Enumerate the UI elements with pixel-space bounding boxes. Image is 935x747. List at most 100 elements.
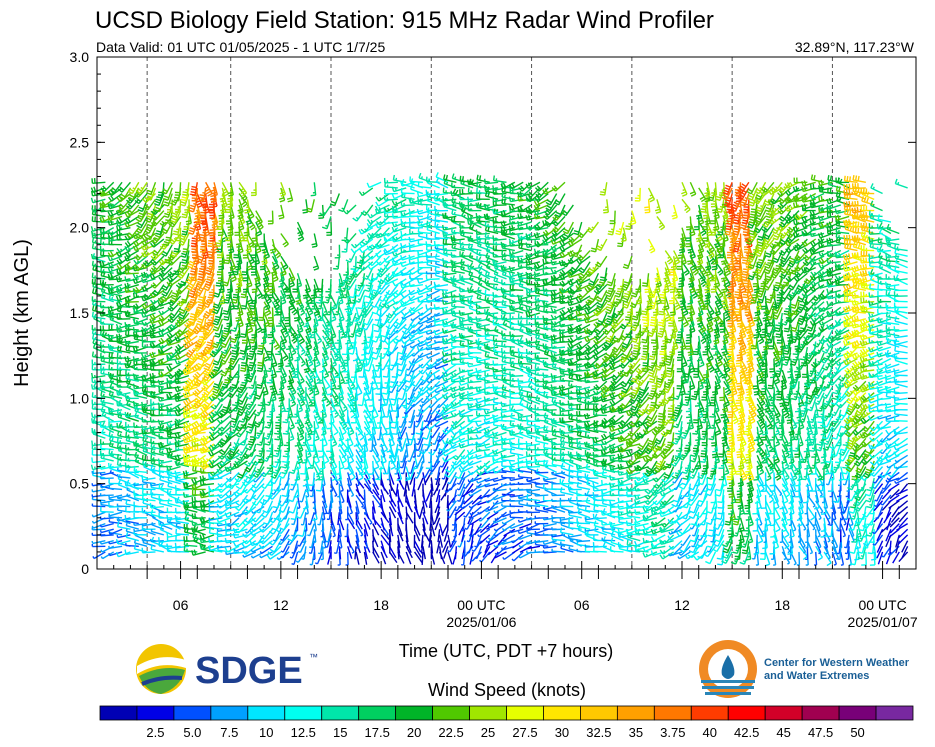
wind-barb — [268, 211, 273, 224]
wind-barb — [144, 510, 156, 518]
wind-barb — [673, 489, 682, 501]
wind-barb — [501, 412, 515, 417]
wind-barb — [625, 216, 632, 229]
wind-barb — [493, 384, 507, 389]
wind-barb — [480, 552, 490, 562]
wind-barb — [472, 495, 481, 504]
wind-barb — [209, 393, 222, 401]
wind-barb — [448, 552, 452, 564]
wind-barb — [635, 188, 640, 201]
wind-barb — [623, 273, 631, 285]
wind-barb — [618, 498, 632, 503]
wind-barb — [569, 381, 582, 387]
wind-barb — [568, 535, 581, 537]
wind-barb — [101, 546, 114, 552]
wind-barb — [587, 222, 599, 233]
wind-barb — [368, 273, 381, 282]
wind-barb — [125, 251, 139, 257]
wind-barb — [753, 376, 758, 389]
wind-barb — [420, 507, 423, 520]
wind-barb — [217, 537, 230, 542]
wind-barb — [434, 304, 448, 309]
wind-barb — [256, 444, 264, 457]
wind-barb — [510, 371, 523, 376]
wind-barb — [408, 450, 415, 462]
wind-barb — [291, 472, 298, 485]
wind-barb — [682, 199, 690, 212]
wind-barb — [644, 199, 649, 212]
wind-barb — [600, 268, 607, 281]
wind-barb — [535, 550, 548, 552]
wind-barb — [275, 410, 281, 423]
wind-barb — [440, 546, 442, 559]
wind-barb — [368, 461, 373, 474]
wind-barb — [409, 359, 423, 366]
wind-barb — [225, 526, 239, 531]
wind-barb — [428, 415, 440, 422]
wind-barb — [322, 216, 331, 228]
wind-barb — [642, 273, 648, 286]
wind-barb — [325, 279, 331, 292]
wind-barb — [452, 182, 465, 188]
wind-barb — [665, 251, 672, 265]
wind-barb — [685, 381, 690, 394]
wind-barb — [615, 222, 623, 235]
wind-barb — [519, 474, 532, 478]
wind-barb — [328, 359, 333, 373]
wind-barb — [318, 205, 323, 218]
wind-barb — [519, 509, 532, 512]
wind-barb — [510, 347, 523, 353]
wind-barb — [92, 296, 105, 301]
wind-barb — [552, 343, 565, 348]
wind-barb — [502, 475, 515, 478]
wind-barb — [438, 495, 439, 508]
wind-barb — [766, 290, 774, 303]
wind-barb — [603, 536, 615, 546]
wind-barb — [298, 524, 306, 537]
wind-barb — [92, 512, 105, 517]
wind-barb — [455, 546, 456, 559]
wind-barb — [631, 285, 640, 297]
wind-barb — [545, 462, 557, 472]
wind-barb — [338, 529, 340, 542]
wind-barb — [331, 512, 332, 525]
wind-barb — [317, 279, 323, 292]
wind-barb — [325, 302, 331, 315]
wind-barb — [649, 188, 655, 202]
wind-barb — [393, 175, 406, 182]
wind-barb — [418, 478, 423, 490]
wind-barbs — [91, 172, 907, 565]
wind-barb — [192, 550, 206, 555]
wind-barb — [494, 176, 507, 183]
wind-barb — [439, 427, 448, 438]
wind-barb — [353, 211, 365, 221]
wind-barb — [234, 222, 239, 235]
wind-barb — [485, 383, 498, 388]
wind-barb — [351, 256, 357, 269]
wind-barb — [317, 512, 322, 525]
wind-barb — [151, 417, 164, 422]
wind-barb — [390, 501, 396, 512]
wind-barb — [438, 529, 440, 542]
wind-barb — [338, 512, 339, 525]
wind-barb — [661, 495, 673, 505]
wind-barb — [367, 182, 381, 187]
wind-barb — [426, 275, 439, 280]
wind-barb — [158, 182, 164, 195]
wind-barb — [209, 505, 222, 507]
wind-barb — [101, 246, 114, 251]
wind-barb — [544, 496, 557, 501]
location-label: 32.89°N, 117.23°W — [795, 39, 915, 55]
wind-barb — [651, 535, 665, 541]
wind-barb — [243, 245, 248, 258]
wind-barb — [684, 438, 690, 451]
wind-barb — [754, 535, 757, 548]
wind-barb — [134, 491, 147, 496]
wind-barb — [267, 404, 273, 417]
wind-barb — [92, 178, 105, 183]
wind-barb — [526, 311, 540, 317]
wind-barb — [169, 491, 181, 501]
wind-barb — [706, 512, 715, 524]
wind-barb — [510, 515, 523, 518]
wind-barb — [603, 199, 608, 212]
